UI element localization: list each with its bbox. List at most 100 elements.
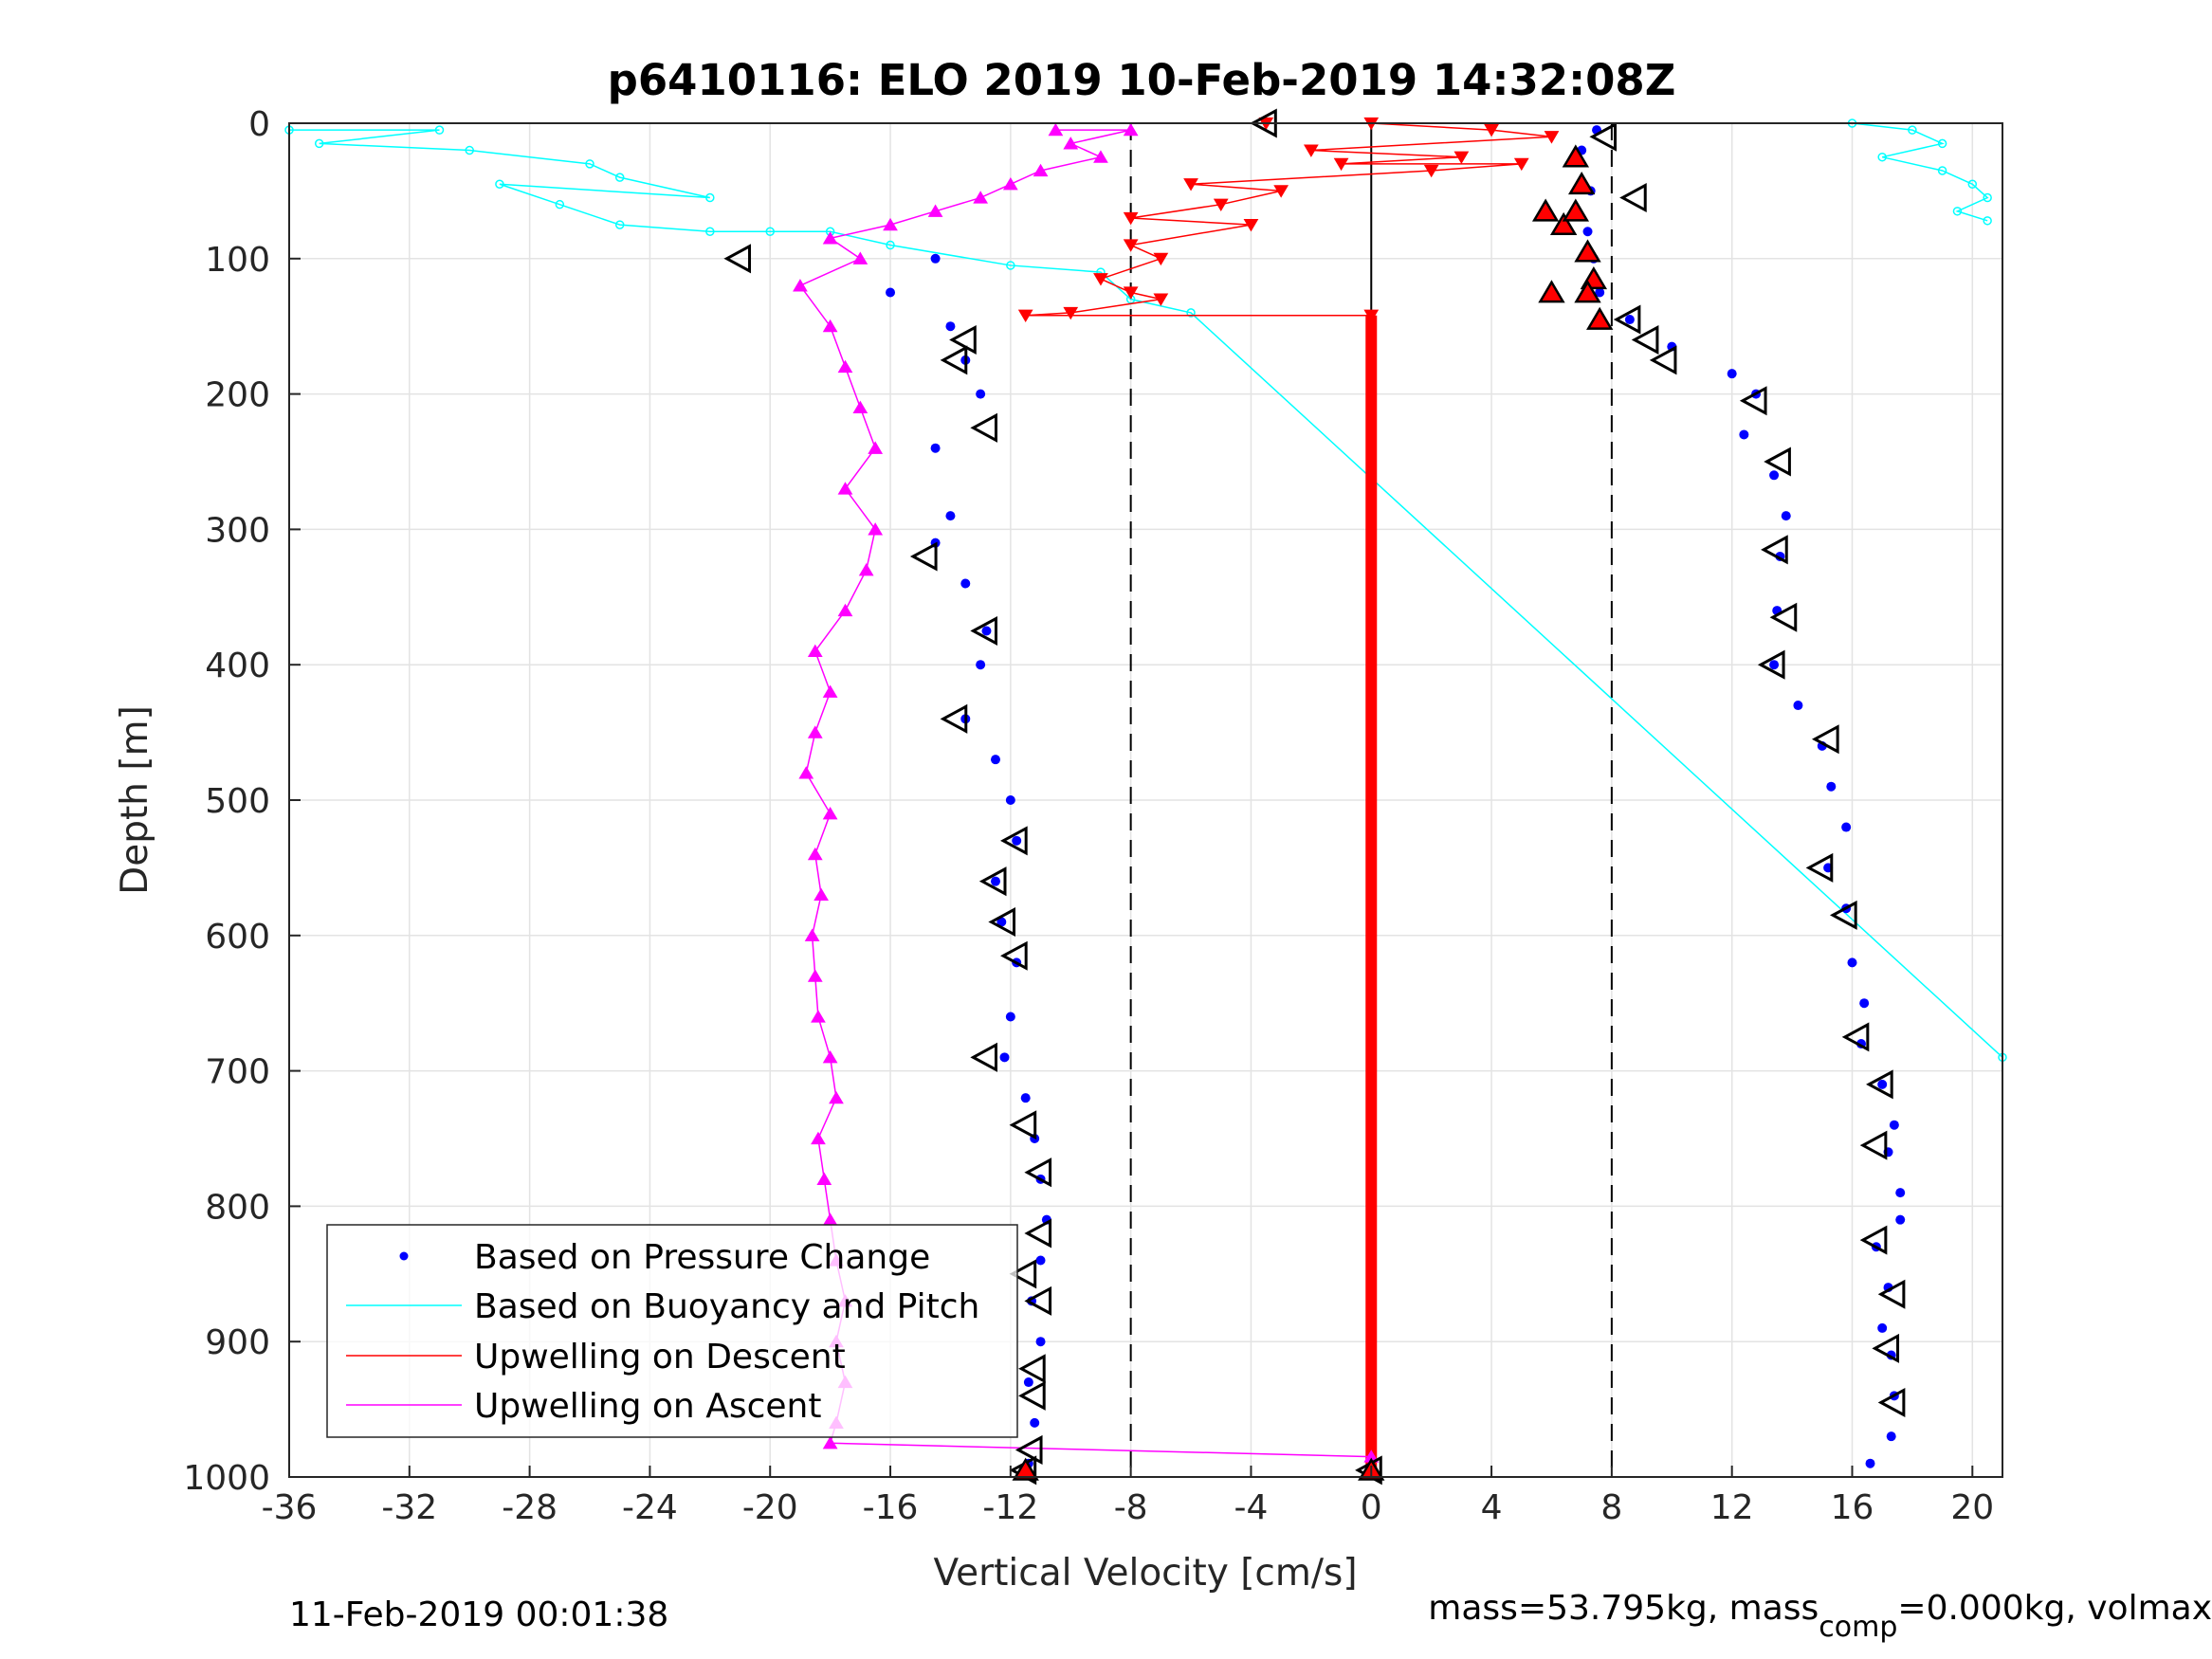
pressure-change-point: [996, 917, 1007, 927]
pressure-change-point: [1624, 315, 1635, 325]
upwelling-ascent-marker: [868, 441, 884, 454]
outline-triangle-marker: [1009, 1110, 1037, 1140]
upwelling-descent-marker: [1303, 144, 1319, 157]
buoyancy-pitch-point: [555, 199, 565, 210]
upwelling-ascent-marker: [807, 969, 823, 982]
outline-triangle-marker: [1841, 1022, 1870, 1052]
series-buoyancy-pitch: [284, 118, 2007, 1063]
pressure-change-point: [1865, 1458, 1875, 1468]
buoyancy-pitch-line: [289, 129, 2003, 1058]
buoyancy-pitch-surface-point: [1937, 166, 1947, 175]
upwelling-descent-marker: [1273, 185, 1289, 198]
upwelling-ascent-marker: [807, 847, 823, 861]
upwelling-ascent-marker: [1002, 176, 1018, 191]
y-tick-label: 400: [205, 647, 270, 685]
pressure-change-point: [981, 626, 992, 636]
buoyancy-pitch-point: [434, 125, 445, 135]
outline-triangle-marker: [909, 541, 938, 572]
legend-box: [326, 1224, 1018, 1438]
upwelling-ascent-marker: [829, 1090, 844, 1104]
buoyancy-pitch-surface-line: [1852, 122, 1989, 222]
outline-triangle-marker: [1024, 1285, 1052, 1316]
filled-triangle-marker: [1567, 171, 1596, 195]
footer-mass-subscript: comp: [1819, 1611, 1897, 1644]
y-tick-label: 200: [205, 376, 270, 415]
upwelling-ascent-marker: [811, 1010, 826, 1023]
upwelling-ascent-marker: [1123, 122, 1139, 137]
pressure-change-point: [1793, 701, 1803, 711]
upwelling-ascent-marker: [793, 279, 808, 292]
outline-triangle-marker: [1619, 183, 1647, 213]
upwelling-descent-marker: [1123, 239, 1139, 252]
x-tick-label: 20: [1950, 1488, 1994, 1527]
footer-mass-info: mass=53.795kg, masscomp=0.000kg, volmax: [1428, 1589, 2212, 1644]
upwelling-descent-line: [1025, 122, 1552, 317]
outline-triangle-marker: [970, 615, 997, 647]
filled-triangle-marker: [1574, 280, 1601, 303]
y-tick-label: 500: [205, 782, 270, 821]
pressure-change-point: [990, 876, 1000, 886]
outline-triangle-marker: [1830, 900, 1857, 930]
y-tick-label: 0: [248, 105, 270, 144]
outline-triangle-marker: [1024, 1218, 1052, 1249]
x-tick-label: 0: [1361, 1488, 1382, 1527]
buoyancy-pitch-point: [314, 138, 324, 149]
outline-triangle-marker: [1009, 1259, 1037, 1289]
chart-title: p6410116: ELO 2019 10-Feb-2019 14:32:08Z: [608, 55, 1676, 105]
pressure-change-point: [960, 578, 971, 589]
pressure-change-point: [1035, 1255, 1046, 1266]
buoyancy-pitch-point: [765, 227, 775, 236]
upwelling-descent-marker: [1544, 131, 1560, 144]
pressure-change-point: [1020, 1093, 1031, 1103]
legend-entry-pressure: Based on Pressure Change: [399, 1238, 930, 1277]
outline-triangle-marker: [970, 1042, 997, 1072]
outline-triangle-marker: [978, 866, 1007, 897]
footer-mass-suffix: =0.000kg, volmax: [1897, 1589, 2212, 1628]
filled-triangle-marker: [1549, 211, 1578, 235]
upwelling-ascent-marker: [1093, 150, 1108, 163]
buoyancy-pitch-point: [705, 227, 715, 236]
pressure-change-point: [1595, 287, 1605, 298]
upwelling-descent-marker: [1017, 309, 1033, 323]
filled-triangle-marker: [1562, 144, 1590, 168]
pressure-change-point: [886, 287, 896, 298]
y-tick-label: 900: [205, 1323, 270, 1362]
outline-triangle-marker: [1764, 447, 1791, 477]
buoyancy-pitch-point: [465, 145, 474, 155]
upwelling-ascent-marker: [927, 204, 943, 217]
y-tick-label: 1000: [183, 1459, 270, 1498]
upwelling-ascent-marker: [814, 887, 829, 902]
x-tick-label: -36: [262, 1488, 318, 1527]
buoyancy-pitch-point: [614, 220, 625, 229]
x-tick-label: -20: [742, 1488, 798, 1527]
pressure-change-point: [1023, 1377, 1033, 1388]
pressure-change-point: [1727, 369, 1737, 379]
upwelling-descent-marker: [1333, 157, 1349, 172]
upwelling-ascent-marker: [804, 928, 820, 941]
outline-triangle-marker: [1631, 324, 1659, 355]
pressure-change-point: [976, 389, 986, 399]
outline-triangle-marker: [1805, 852, 1834, 883]
upwelling-ascent-marker: [1063, 137, 1079, 150]
upwelling-ascent-marker: [822, 231, 838, 245]
triangle-markers: [723, 108, 1906, 1486]
outline-triangle-marker: [1649, 345, 1677, 375]
buoyancy-pitch-point: [495, 179, 504, 190]
upwelling-ascent-marker: [852, 251, 868, 264]
pressure-change-point: [1739, 429, 1749, 440]
pressure-change-point: [1826, 781, 1837, 792]
outline-triangle-marker: [1761, 535, 1788, 565]
upwelling-ascent-marker: [858, 562, 874, 576]
upwelling-ascent-marker: [822, 1436, 838, 1449]
y-tick-label: 800: [205, 1188, 270, 1227]
upwelling-descent-marker: [1484, 124, 1499, 137]
buoyancy-pitch-surface-point: [1877, 152, 1887, 162]
pressure-change-point: [1841, 822, 1852, 832]
pressure-change-point: [1769, 470, 1780, 481]
outline-triangle-marker: [1000, 826, 1028, 856]
upwelling-descent-marker: [1213, 198, 1229, 211]
x-tick-label: -12: [982, 1488, 1038, 1527]
pressure-change-point: [1889, 1120, 1899, 1130]
legend-swatch-pressure: [399, 1251, 409, 1261]
